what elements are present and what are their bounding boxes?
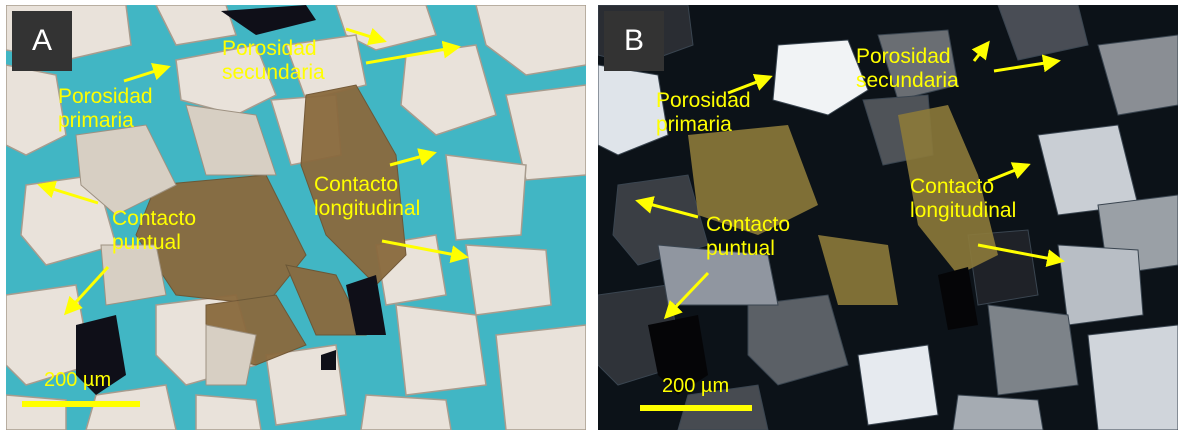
label-line: Porosidad [58, 85, 153, 108]
label-line: primaria [656, 113, 732, 136]
label-contacto-longitudinal: Contacto longitudinal [314, 173, 420, 221]
label-line: Porosidad [656, 89, 751, 112]
label-contacto-puntual: Contacto puntual [706, 213, 790, 261]
panel-tag: B [604, 11, 664, 71]
label-line: Contacto [314, 173, 399, 196]
scale-label: 200 µm [662, 375, 730, 397]
label-line: secundaria [222, 61, 325, 84]
label-line: longitudinal [910, 199, 1017, 222]
label-line: Contacto [112, 207, 197, 230]
label-porosidad-secundaria: Porosidad secundaria [856, 45, 959, 93]
label-line: longitudinal [314, 197, 421, 220]
label-contacto-longitudinal: Contacto longitudinal [910, 175, 1016, 223]
micrograph-a: A Porosidad primaria Porosidad secundari… [6, 5, 586, 430]
label-porosidad-secundaria: Porosidad secundaria [222, 37, 325, 85]
label-line: puntual [112, 231, 181, 254]
label-line: Porosidad [856, 45, 951, 68]
label-porosidad-primaria: Porosidad primaria [656, 89, 751, 137]
thin-section-image-a [6, 5, 586, 430]
micrograph-b: B Porosidad primaria Porosidad secundari… [598, 5, 1178, 430]
label-porosidad-primaria: Porosidad primaria [58, 85, 153, 133]
scale-label: 200 µm [44, 369, 112, 391]
scale-bar [22, 401, 140, 407]
label-line: secundaria [856, 69, 959, 92]
scale-bar [640, 405, 752, 411]
label-line: Contacto [706, 213, 791, 236]
label-line: Porosidad [222, 37, 317, 60]
label-line: Contacto [910, 175, 995, 198]
label-line: puntual [706, 237, 775, 260]
label-contacto-puntual: Contacto puntual [112, 207, 196, 255]
label-line: primaria [58, 109, 134, 132]
thin-section-image-b [598, 5, 1178, 430]
panel-tag: A [12, 11, 72, 71]
